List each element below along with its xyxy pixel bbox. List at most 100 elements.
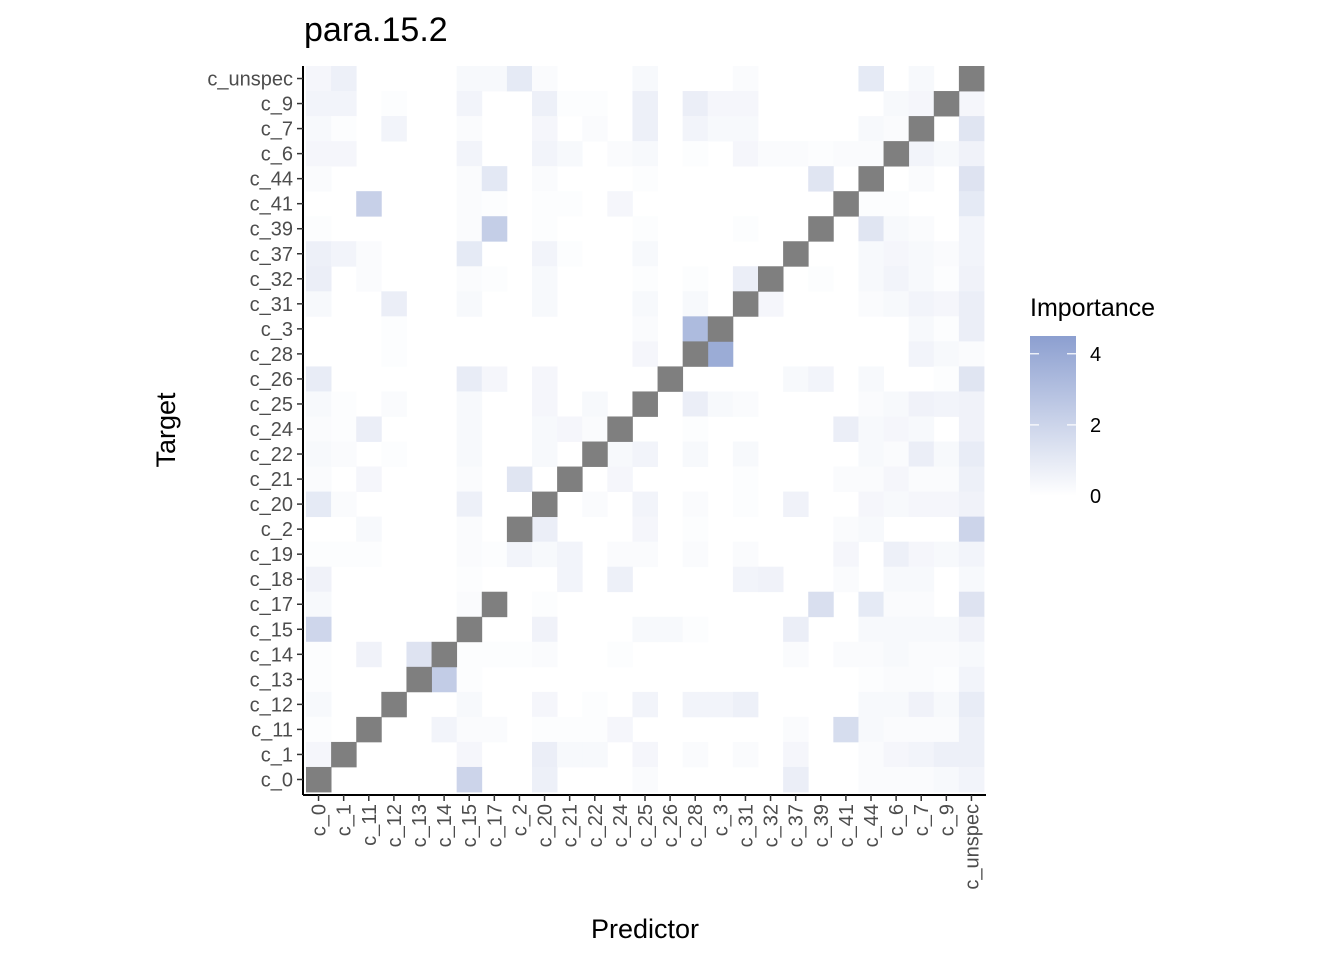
heatmap-diagonal-cell: [431, 641, 458, 668]
heatmap-cell: [883, 241, 910, 267]
heatmap-cell: [632, 741, 658, 768]
heatmap-cell: [858, 216, 884, 242]
heatmap-diagonal-cell: [331, 741, 357, 768]
heatmap-diagonal-cell: [306, 766, 332, 793]
heatmap-cell: [858, 741, 884, 768]
heatmap-cell: [506, 541, 533, 568]
x-tick-label: c_24: [610, 804, 632, 847]
heatmap-cell: [933, 266, 960, 292]
heatmap-cell: [908, 241, 935, 267]
heatmap-cell: [306, 666, 332, 693]
heatmap-cell: [557, 241, 583, 267]
heatmap-cell: [456, 566, 483, 593]
y-tick-label: c_12: [250, 694, 293, 716]
heatmap-cell: [607, 541, 633, 568]
heatmap-cell: [506, 66, 533, 92]
heatmap-cell: [908, 616, 935, 643]
heatmap-cell: [306, 641, 332, 668]
heatmap-cell: [682, 316, 709, 342]
heatmap-cell: [958, 516, 985, 543]
heatmap-cell: [732, 691, 759, 718]
heatmap-cell: [732, 66, 759, 92]
y-tick-label: c_1: [261, 744, 293, 766]
heatmap-cell: [958, 591, 985, 618]
legend-ticks: 0 2 4: [1030, 344, 1101, 508]
heatmap-cell: [481, 216, 508, 242]
heatmap-cell: [707, 341, 734, 367]
y-tick-label: c_14: [250, 644, 293, 666]
heatmap-cell: [456, 91, 483, 117]
heatmap-cell: [306, 141, 332, 167]
heatmap-cell: [908, 716, 935, 743]
heatmap-cell: [456, 441, 483, 467]
heatmap-cell: [732, 216, 759, 242]
y-tick-label: c_22: [250, 444, 293, 466]
heatmap-cell: [958, 366, 985, 392]
heatmap-cell: [557, 566, 583, 593]
x-tick-label: c_2: [509, 804, 531, 836]
heatmap-cell: [732, 91, 759, 117]
heatmap-cell: [783, 141, 809, 167]
heatmap-cell: [657, 616, 684, 643]
heatmap-cell: [456, 366, 483, 392]
heatmap-cell: [933, 441, 960, 467]
heatmap-cell: [456, 266, 483, 292]
heatmap-cell: [933, 341, 960, 367]
heatmap-cell: [958, 166, 985, 192]
heatmap-cell: [532, 216, 558, 242]
heatmap-cell: [306, 66, 332, 92]
heatmap-diagonal-cell: [532, 491, 558, 518]
heatmap-cell: [632, 141, 658, 167]
heatmap-cell: [883, 666, 910, 693]
heatmap-cell: [707, 91, 734, 117]
heatmap-cell: [456, 141, 483, 167]
heatmap-cell: [858, 716, 884, 743]
y-tick-label: c_18: [250, 569, 293, 591]
y-tick-label: c_7: [261, 119, 293, 141]
heatmap-cell: [858, 191, 884, 217]
heatmap-cell: [582, 691, 608, 718]
y-tick-label: c_unspec: [207, 69, 293, 91]
heatmap-cell: [532, 91, 558, 117]
heatmap-cell: [958, 766, 985, 793]
x-tick-label: c_26: [660, 804, 682, 847]
heatmap-cell: [958, 566, 985, 593]
heatmap-cell: [682, 741, 709, 768]
heatmap-cell: [833, 541, 859, 568]
heatmap-cell: [456, 166, 483, 192]
heatmap-diagonal-cell: [481, 591, 508, 618]
heatmap-cell: [858, 666, 884, 693]
heatmap-cell: [632, 691, 658, 718]
heatmap-cell: [808, 591, 834, 618]
heatmap-cell: [532, 191, 558, 217]
heatmap-cell: [883, 291, 910, 317]
heatmap-cell: [933, 641, 960, 668]
heatmap-cell: [858, 141, 884, 167]
y-axis-label: Target: [151, 392, 181, 468]
heatmap-cell: [582, 391, 608, 417]
heatmap-cell: [933, 141, 960, 167]
heatmap-cell: [306, 266, 332, 292]
heatmap-cell: [958, 716, 985, 743]
heatmap-cell: [331, 441, 357, 467]
heatmap-cell: [883, 116, 910, 142]
heatmap-cell: [331, 66, 357, 92]
heatmap-cell: [682, 141, 709, 167]
heatmap-cell: [858, 416, 884, 442]
y-tick-label: c_17: [250, 594, 293, 616]
x-tick-label: c_15: [459, 804, 481, 847]
heatmap-cell: [908, 316, 935, 342]
heatmap-cell: [356, 466, 382, 492]
heatmap-cell: [833, 416, 859, 442]
heatmap-cell: [557, 716, 583, 743]
heatmap-cell: [456, 116, 483, 142]
x-tick-label: c_12: [384, 804, 406, 847]
heatmap-cell: [607, 191, 633, 217]
heatmap-cell: [858, 491, 884, 518]
heatmap-cell: [456, 766, 483, 793]
heatmap-cell: [908, 691, 935, 718]
heatmap-cell: [732, 741, 759, 768]
heatmap-cell: [808, 141, 834, 167]
heatmap-cell: [682, 441, 709, 467]
